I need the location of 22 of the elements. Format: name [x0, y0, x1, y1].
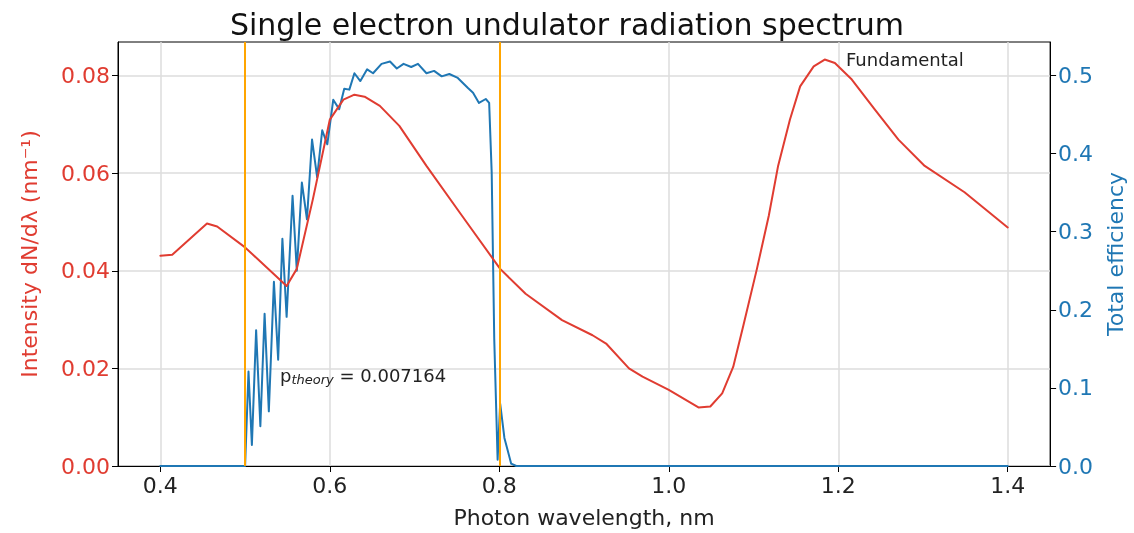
x-tick-label: 1.2 — [820, 472, 856, 498]
annotation: Fundamental — [846, 48, 964, 70]
y2-tick-label: 0.5 — [1058, 63, 1094, 89]
y2-tick-label: 0.0 — [1058, 453, 1094, 479]
y-axis-title: Intensity dN/dλ (nm⁻¹) — [16, 130, 42, 378]
y2-tick-label: 0.4 — [1058, 141, 1094, 167]
y2-tick-label: 0.1 — [1058, 375, 1094, 401]
x-axis-title: Photon wavelength, nm — [453, 504, 715, 530]
y2-tick-label: 0.3 — [1058, 219, 1094, 245]
y2-axis-title: Total efficiency — [1102, 172, 1128, 337]
y-tick-label: 0.00 — [61, 453, 110, 479]
x-tick-label: 0.8 — [481, 472, 517, 498]
y-tick-label: 0.06 — [61, 160, 110, 186]
x-tick-label: 1.4 — [990, 472, 1026, 498]
y2-tick-label: 0.2 — [1058, 297, 1094, 323]
x-tick-label: 0.4 — [142, 472, 178, 498]
x-tick-label: 1.0 — [651, 472, 687, 498]
y-tick-label: 0.02 — [61, 355, 110, 381]
y-tick-label: 0.08 — [61, 63, 110, 89]
y-tick-label: 0.04 — [61, 258, 110, 284]
chart-title: Single electron undulator radiation spectrum — [229, 6, 905, 42]
x-tick-label: 0.6 — [312, 472, 348, 498]
